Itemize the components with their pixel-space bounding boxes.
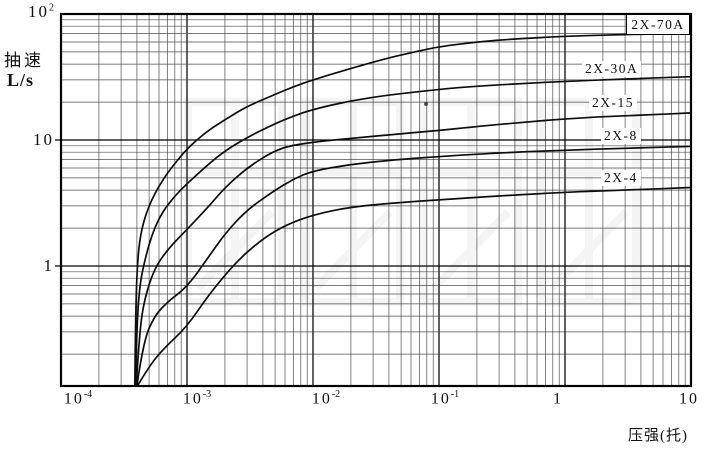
curve-2X-4: [136, 186, 692, 387]
curve-2X-70A: [133, 32, 692, 387]
x-tick-1e-4: 10-4: [63, 389, 93, 408]
curve-label-2x-8: 2X-8: [601, 128, 641, 144]
x-tick-1e-2: 10-2: [311, 389, 341, 408]
curve-label-2x-30a: 2X-30A: [582, 61, 642, 77]
x-gridlines: [98, 14, 686, 386]
curve-label-2x-70a: 2X-70A: [626, 14, 690, 35]
x-tick-1e-3: 10-3: [182, 389, 212, 408]
y-tick-1: 1: [43, 256, 54, 275]
curve-2X-30A: [134, 75, 692, 387]
y-axis-title: 抽速: [4, 51, 44, 70]
y-tick-100: 102: [28, 2, 54, 21]
curve-2X-8: [136, 145, 692, 387]
y-tick-10: 10: [33, 130, 54, 149]
x-tick-10: 10: [679, 390, 699, 408]
x-tick-1: 1: [553, 390, 563, 408]
curve-label-2x-15: 2X-15: [589, 95, 637, 111]
x-tick-1e-1: 10-1: [430, 389, 460, 408]
y-gridlines: [55, 19, 691, 355]
scan-speck: [424, 102, 428, 106]
plot-border: [59, 12, 693, 388]
curve-2X-15: [135, 112, 692, 387]
x-axis-title: 压强(托): [628, 428, 688, 444]
curve-label-2x-4: 2X-4: [601, 170, 641, 186]
y-axis-unit: L/s: [7, 70, 35, 90]
